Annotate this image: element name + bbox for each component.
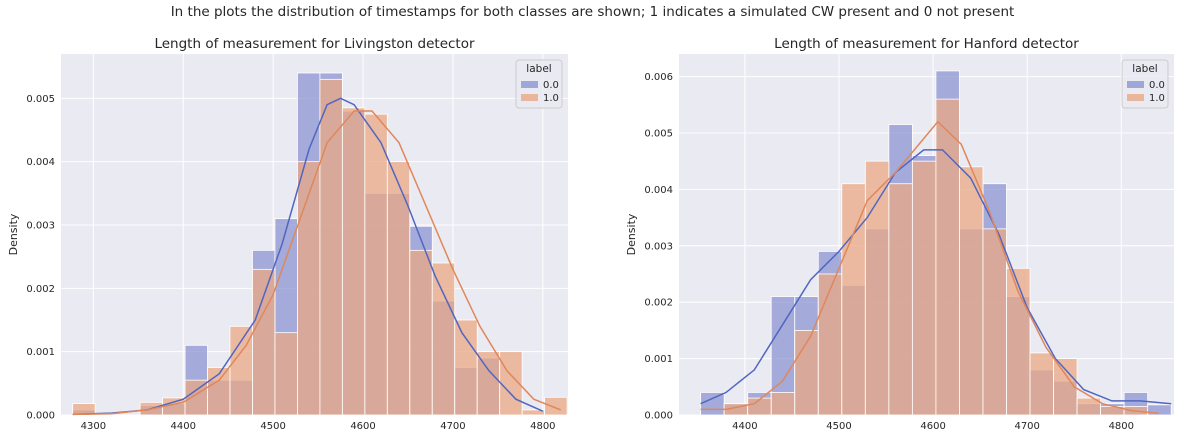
kde-line-0.0 — [700, 149, 1172, 405]
histogram-bar — [1029, 352, 1054, 416]
y-tick-label: 0.002 — [26, 284, 55, 295]
histogram-bar — [841, 183, 866, 416]
legend-label: 0.0 — [1149, 80, 1165, 91]
legend-label: 0.0 — [543, 80, 559, 91]
histogram-bar — [700, 392, 725, 416]
x-tick-label: 4700 — [1014, 421, 1039, 432]
y-tick-label: 0.004 — [644, 185, 673, 196]
histogram-bar — [770, 392, 796, 416]
histogram-bar — [184, 379, 208, 416]
y-tick-label: 0.000 — [644, 411, 673, 422]
histogram-bar — [911, 160, 937, 416]
x-tick-label: 4400 — [732, 421, 757, 432]
y-tick-label: 0.000 — [26, 411, 55, 422]
x-tick-label: 4500 — [260, 421, 285, 432]
legend: label 0.0 1.0 — [1121, 59, 1169, 109]
legend-swatch-1.0 — [1127, 94, 1144, 101]
histogram-bar — [1053, 358, 1078, 416]
y-axis-label: Density — [7, 213, 20, 255]
histogram-bar — [386, 161, 411, 416]
histogram-bar — [476, 351, 501, 416]
histogram-bar — [747, 397, 772, 416]
x-tick-label: 4700 — [440, 421, 465, 432]
histogram-bar — [252, 268, 276, 416]
histogram-bar — [409, 249, 433, 416]
legend-label: 1.0 — [543, 93, 559, 104]
histogram-bar — [888, 183, 913, 416]
histogram-bar — [431, 262, 456, 416]
chart-title: Length of measurement for Livingston det… — [154, 36, 475, 52]
histogram-bar — [959, 166, 984, 416]
figure-suptitle: In the plots the distribution of timesta… — [170, 4, 1015, 20]
kde-line-1.0 — [72, 110, 562, 416]
histogram-bar — [297, 161, 321, 416]
y-tick-label: 0.001 — [644, 354, 673, 365]
x-tick-label: 4800 — [1109, 421, 1134, 432]
legend-title: label — [1132, 63, 1157, 75]
y-axis-label: Density — [625, 213, 638, 255]
y-tick-label: 0.006 — [644, 72, 673, 83]
hanford-histogram-chart: Length of measurement for Hanford detect… — [625, 36, 1174, 432]
y-tick-label: 0.004 — [26, 157, 55, 168]
y-tick-label: 0.002 — [644, 298, 673, 309]
histogram-bar — [454, 319, 478, 416]
livingston-histogram-chart: Length of measurement for Livingston det… — [7, 36, 568, 432]
x-tick-label: 4500 — [826, 421, 851, 432]
legend-label: 1.0 — [1149, 93, 1165, 104]
y-tick-label: 0.003 — [644, 241, 673, 252]
histogram-bar — [544, 396, 568, 416]
series-1.0-bars — [72, 78, 568, 416]
x-tick-label: 4300 — [81, 421, 106, 432]
histogram-bar — [1147, 404, 1172, 416]
x-tick-label: 4800 — [530, 421, 555, 432]
legend-title: label — [526, 63, 551, 75]
histogram-bar — [817, 273, 843, 416]
x-tick-label: 4600 — [350, 421, 375, 432]
series-1.0-bars — [723, 98, 1149, 416]
legend: label 0.0 1.0 — [515, 59, 563, 109]
y-tick-label: 0.003 — [26, 221, 55, 232]
legend-swatch-1.0 — [521, 94, 538, 101]
legend-swatch-0.0 — [521, 81, 538, 88]
legend-swatch-0.0 — [1127, 81, 1144, 88]
kde-line-0.0 — [72, 97, 544, 416]
histogram-bar — [364, 113, 388, 416]
histogram-bar — [935, 98, 960, 416]
x-tick-label: 4400 — [171, 421, 196, 432]
kde-line-1.0 — [700, 120, 1159, 415]
histogram-bar — [274, 332, 298, 416]
chart-title: Length of measurement for Hanford detect… — [774, 36, 1079, 52]
histogram-bar — [72, 403, 96, 416]
y-tick-label: 0.005 — [644, 128, 673, 139]
histogram-bar — [341, 107, 366, 416]
y-tick-label: 0.005 — [26, 94, 55, 105]
x-tick-label: 4600 — [920, 421, 945, 432]
y-tick-label: 0.001 — [26, 347, 55, 358]
histogram-bar — [982, 228, 1007, 416]
